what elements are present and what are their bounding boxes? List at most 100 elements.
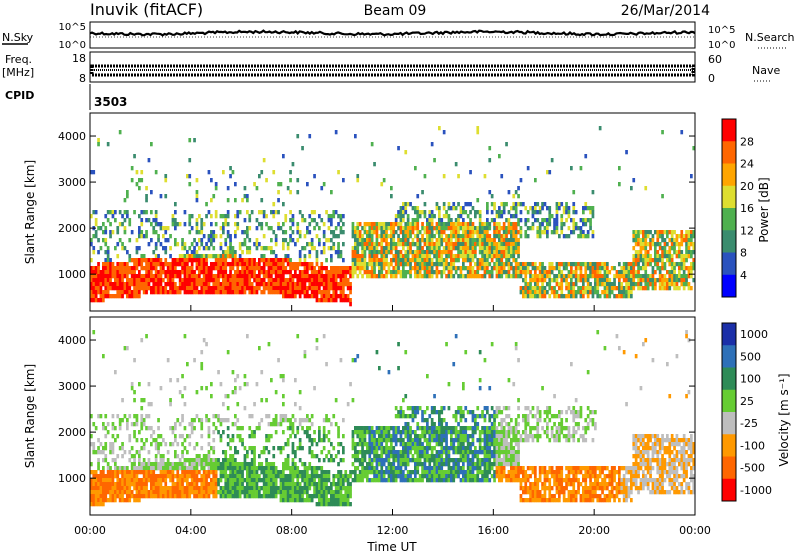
heatmap-cell [138, 294, 141, 299]
heatmap-cell [404, 254, 408, 259]
heatmap-cell [339, 458, 343, 463]
heatmap-cell [169, 494, 172, 499]
heatmap-cell [114, 270, 117, 275]
heatmap-cell [498, 254, 501, 259]
heatmap-cell [229, 454, 232, 459]
heatmap-cell [630, 266, 633, 271]
heatmap-cell [99, 282, 103, 287]
heatmap-cell [632, 246, 636, 251]
heatmap-cell [414, 242, 417, 247]
heatmap-cell [661, 230, 664, 235]
heatmap-cell [224, 274, 228, 279]
heatmap-cell [637, 266, 640, 271]
heatmap-cell [282, 266, 285, 271]
heatmap-cell [589, 286, 592, 291]
heatmap-cell [618, 270, 621, 275]
heatmap-cell [274, 266, 278, 271]
heatmap-cell [306, 478, 309, 483]
heatmap-cell [680, 282, 684, 287]
heatmap-cell [562, 294, 566, 299]
heatmap-cell [267, 290, 271, 295]
heatmap-cell [99, 486, 103, 491]
heatmap-cell [248, 282, 252, 287]
heatmap-cell [106, 474, 110, 479]
heatmap-cell [236, 474, 240, 479]
heatmap-cell [171, 258, 175, 263]
heatmap-cell [145, 486, 148, 491]
heatmap-cell [687, 242, 691, 247]
heatmap-cell [97, 498, 100, 503]
heatmap-cell [459, 242, 463, 247]
heatmap-cell [214, 266, 218, 271]
heatmap-cell [531, 210, 535, 215]
heatmap-cell [241, 242, 244, 247]
heatmap-cell [387, 270, 391, 275]
heatmap-cell [327, 458, 331, 463]
heatmap-cell [282, 278, 285, 283]
heatmap-cell [169, 466, 172, 471]
heatmap-cell [685, 250, 688, 255]
heatmap-cell [210, 394, 213, 399]
heatmap-cell [402, 426, 405, 431]
heatmap-cell [342, 482, 345, 487]
heatmap-cell [190, 474, 194, 479]
heatmap-cell [94, 478, 98, 483]
heatmap-cell [267, 422, 271, 427]
heatmap-cell [140, 258, 144, 263]
heatmap-cell [536, 294, 540, 299]
heatmap-cell [301, 146, 304, 151]
heatmap-cell [543, 226, 547, 231]
heatmap-cell [298, 262, 302, 267]
heatmap-cell [310, 266, 314, 271]
heatmap-cell [476, 258, 480, 263]
heatmap-cell [169, 254, 172, 259]
heatmap-cell [315, 274, 319, 279]
heatmap-cell [306, 290, 309, 295]
heatmap-cell [303, 270, 307, 275]
heatmap-cell [118, 278, 122, 283]
heatmap-cell [591, 214, 595, 219]
heatmap-cell [181, 442, 184, 447]
heatmap-cell [505, 202, 508, 207]
heatmap-cell [205, 266, 208, 271]
heatmap-cell [92, 422, 96, 427]
heatmap-cell [632, 266, 636, 271]
heatmap-cell [625, 278, 628, 283]
heatmap-cell [486, 254, 489, 259]
heatmap-cell [133, 286, 136, 291]
heatmap-cell [162, 494, 165, 499]
heatmap-cell [423, 238, 427, 243]
heatmap-cell [577, 266, 580, 271]
heatmap-cell [231, 474, 235, 479]
heatmap-cell [404, 234, 408, 239]
heatmap-cell [476, 266, 480, 271]
heatmap-cell [404, 270, 408, 275]
heatmap-cell [416, 238, 420, 243]
heatmap-cell [243, 258, 247, 263]
heatmap-cell [150, 466, 153, 471]
heatmap-cell [486, 222, 489, 227]
heatmap-cell [406, 262, 410, 267]
heatmap-cell [190, 478, 194, 483]
heatmap-cell [289, 486, 292, 491]
heatmap-cell [301, 498, 304, 503]
heatmap-cell [123, 274, 127, 279]
heatmap-cell [308, 262, 312, 267]
heatmap-cell [589, 222, 592, 227]
heatmap-cell [306, 414, 309, 419]
heatmap-cell [236, 490, 240, 495]
heatmap-cell [140, 254, 144, 259]
heatmap-cell [373, 226, 376, 231]
heatmap-cell [327, 238, 331, 243]
heatmap-cell [565, 202, 568, 207]
heatmap-cell [632, 234, 636, 239]
heatmap-cell [385, 430, 388, 435]
heatmap-cell [229, 490, 232, 495]
heatmap-cell [517, 270, 520, 275]
heatmap-cell [519, 266, 523, 271]
heatmap-cell [445, 274, 448, 279]
heatmap-cell [94, 298, 98, 303]
heatmap-cell [142, 258, 146, 263]
heatmap-cell [586, 282, 590, 287]
heatmap-cell [685, 238, 688, 243]
